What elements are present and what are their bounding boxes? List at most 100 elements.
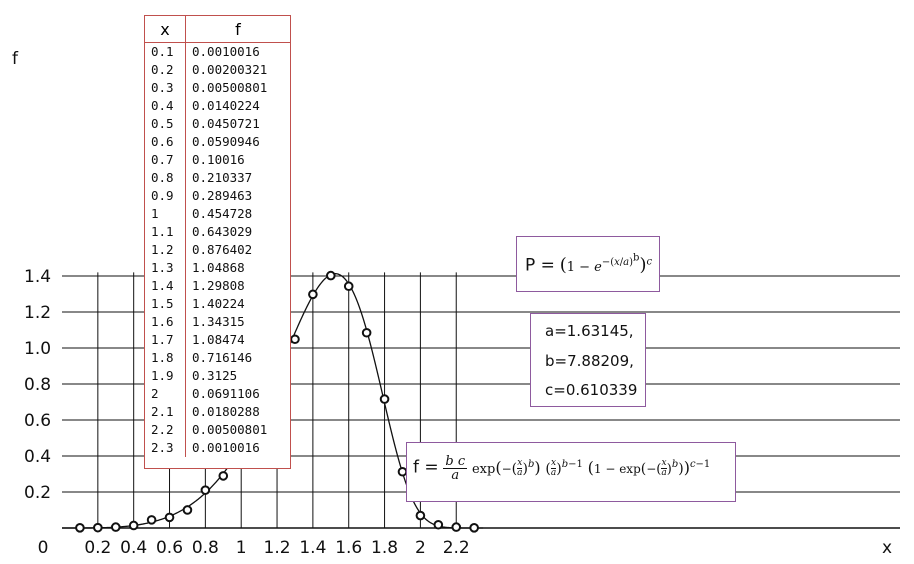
table-row: 0.4 0.0140224 [145, 97, 290, 115]
x-tick-label: 1 [236, 538, 247, 558]
table-row: 1.9 0.3125 [145, 367, 290, 385]
table-row: 2.3 0.0010016 [145, 439, 290, 457]
table-row: 0.7 0.10016 [145, 151, 290, 169]
table-cell-x: 0.1 [145, 42, 186, 61]
table-cell-x: 1.5 [145, 295, 186, 313]
table-cell-x: 1 [145, 205, 186, 223]
x-axis-label: x [882, 538, 892, 558]
table-cell-x: 0.6 [145, 133, 186, 151]
table-cell-x: 0.8 [145, 169, 186, 187]
table-row: 1 0.454728 [145, 205, 290, 223]
table-cell-x: 1.8 [145, 349, 186, 367]
y-tick-label: 0.2 [24, 483, 51, 503]
x-tick-label: 1.8 [371, 538, 398, 558]
param-c: c=0.610339 [545, 381, 638, 399]
table-row: 1.7 1.08474 [145, 331, 290, 349]
data-point [164, 512, 175, 523]
table-row: 0.3 0.00500801 [145, 79, 290, 97]
table-cell-f: 0.0010016 [192, 44, 260, 59]
table-cell-x: 1.1 [145, 223, 186, 241]
table-row: 1.6 1.34315 [145, 313, 290, 331]
y-tick-label: 0.6 [24, 411, 51, 431]
data-point [379, 394, 390, 404]
data-point [75, 523, 85, 533]
x-tick-label: 0.8 [192, 538, 219, 558]
data-point [110, 522, 121, 532]
data-point [128, 520, 139, 531]
table-row: 1.8 0.716146 [145, 349, 290, 367]
x-tick-label: 1.4 [299, 538, 326, 558]
table-row: 2 0.0691106 [145, 385, 290, 403]
pdf-lead: f = [413, 457, 439, 478]
table-cell-x: 1.3 [145, 259, 186, 277]
table-header-x: x [145, 16, 186, 43]
table-cell-f: 1.04868 [192, 260, 245, 275]
table-row: 1.3 1.04868 [145, 259, 290, 277]
table-row: 0.8 0.210337 [145, 169, 290, 187]
data-point [433, 519, 444, 530]
table-cell-x: 1.2 [145, 241, 186, 259]
table-cell-f: 0.876402 [192, 242, 253, 257]
x-tick-labels: 0 0.2 0.4 0.6 0.8 1 1.2 1.4 1.6 1.8 2 2.2 [38, 538, 470, 558]
table-cell-x: 1.6 [145, 313, 186, 331]
table-cell-f: 1.29808 [192, 278, 245, 293]
table-cell-f: 0.210337 [192, 170, 253, 185]
table-cell-f: 0.289463 [192, 188, 253, 203]
x-tick-label: 1.2 [264, 538, 291, 558]
table-cell-x: 0.3 [145, 79, 186, 97]
cdf-formula: ( [559, 254, 567, 276]
table-cell-x: 0.4 [145, 97, 186, 115]
y-tick-label: 1.0 [24, 339, 51, 359]
x-tick-label: 0.6 [156, 538, 183, 558]
table-cell-f: 0.0590946 [192, 134, 260, 149]
y-axis-label: f [12, 49, 19, 69]
table-row: 0.6 0.0590946 [145, 133, 290, 151]
data-point [308, 289, 318, 300]
table-cell-f: 0.0140224 [192, 98, 260, 113]
data-point [200, 485, 211, 495]
table-cell-x: 1.7 [145, 331, 186, 349]
table-cell-f: 0.00500801 [192, 422, 268, 437]
table-cell-f: 0.454728 [192, 206, 253, 221]
param-a: a=1.63145, [545, 322, 634, 340]
table-cell-f: 0.716146 [192, 350, 253, 365]
y-tick-labels: 0.2 0.4 0.6 0.8 1.0 1.2 1.4 [24, 267, 51, 503]
cdf-formula-box: P = (1 − e−(x/a)b)c [516, 236, 660, 292]
table-cell-x: 2.3 [145, 439, 186, 457]
x-tick-label: 2.2 [443, 538, 470, 558]
data-point [146, 515, 157, 525]
table-row: 2.2 0.00500801 [145, 421, 290, 439]
data-point [218, 471, 229, 481]
data-point [343, 281, 354, 292]
x-tick-label: 0.2 [84, 538, 111, 558]
table-cell-f: 0.0691106 [192, 386, 260, 401]
table-cell-x: 2.2 [145, 421, 186, 439]
table-cell-f: 0.00500801 [192, 80, 268, 95]
table-cell-f: 0.0010016 [192, 440, 260, 455]
table-cell-x: 2.1 [145, 403, 186, 421]
table-row: 1.5 1.40224 [145, 295, 290, 313]
x-tick-label: 1.6 [335, 538, 362, 558]
x-tick-label: 0 [38, 538, 49, 558]
y-tick-label: 0.4 [24, 447, 51, 467]
data-point [326, 270, 336, 281]
table-cell-x: 0.2 [145, 61, 186, 79]
table-header-row: x f [145, 16, 290, 43]
x-tick-label: 2 [415, 538, 426, 558]
table-row: 1.1 0.643029 [145, 223, 290, 241]
y-tick-label: 1.4 [24, 267, 51, 287]
table-cell-f: 0.0450721 [192, 116, 260, 131]
table-cell-x: 2 [145, 385, 186, 403]
table-row: 0.9 0.289463 [145, 187, 290, 205]
table-row: 0.2 0.00200321 [145, 61, 290, 79]
table-cell-f: 0.10016 [192, 152, 245, 167]
table-cell-x: 0.5 [145, 115, 186, 133]
table-row: 1.2 0.876402 [145, 241, 290, 259]
table-cell-f: 0.00200321 [192, 62, 268, 77]
table-cell-f: 0.643029 [192, 224, 253, 239]
table-cell-f: 1.40224 [192, 296, 245, 311]
table-cell-f: 1.34315 [192, 314, 245, 329]
data-table: x f 0.1 0.0010016 0.2 0.00200321 0.3 0.005008… [144, 15, 291, 469]
parameters-box: a=1.63145, b=7.88209, c=0.610339 [530, 313, 646, 407]
